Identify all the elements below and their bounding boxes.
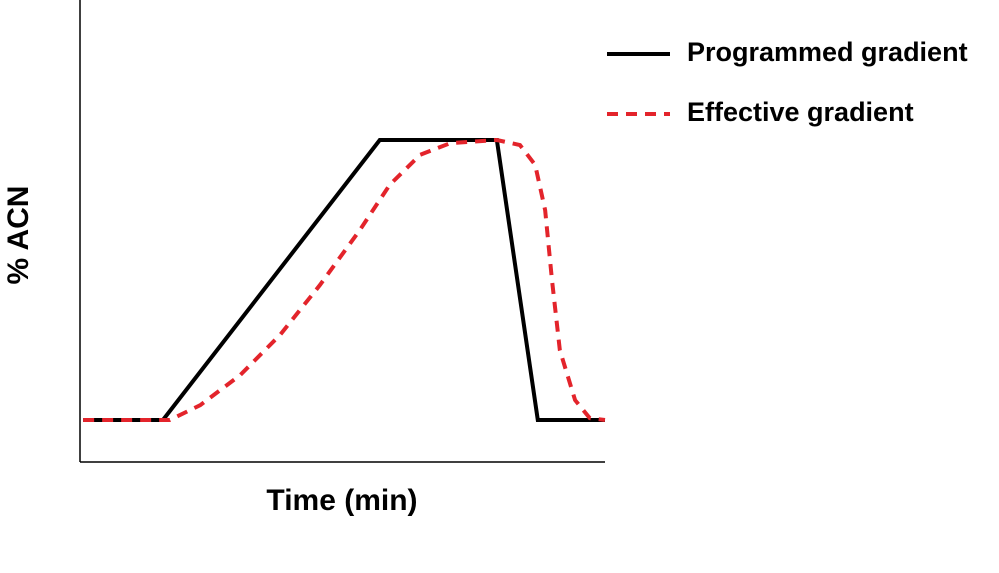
series-line [83,137,605,422]
series-line [83,137,606,422]
legend-label: Programmed gradient [687,37,968,67]
y-axis-label: % ACN [2,186,35,285]
x-axis-label: Time (min) [266,484,417,517]
legend-label: Effective gradient [687,97,914,127]
